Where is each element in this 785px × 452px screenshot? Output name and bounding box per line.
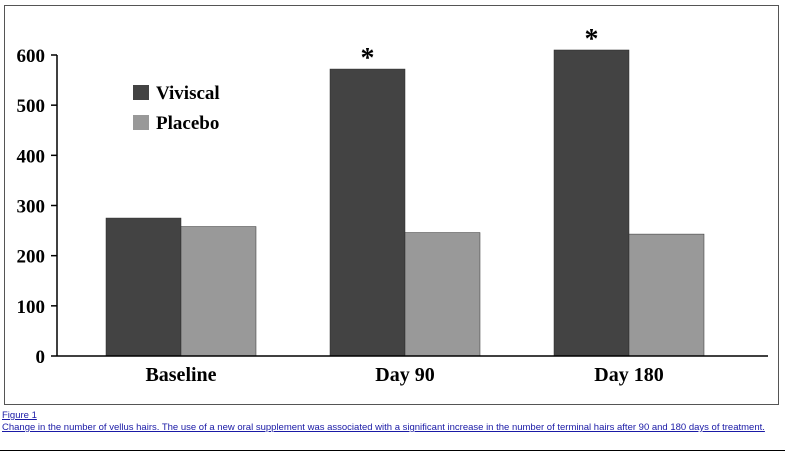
legend-label-placebo: Placebo [156,113,219,134]
y-tick-label: 600 [17,46,46,67]
y-tick-label: 300 [17,197,46,218]
bar-placebo-baseline [180,226,257,357]
x-tick-label: Baseline [145,364,216,386]
bar-placebo-day-180 [628,233,705,357]
bars [105,49,705,357]
x-tick-label: Day 90 [375,364,434,386]
y-tick-label: 400 [17,146,46,167]
bar-placebo-day-90 [404,232,481,357]
y-axis-ticks: 0 100 200 300 400 500 600 [17,46,57,368]
legend-swatch-placebo [133,115,149,130]
legend: Viviscal Placebo [133,83,220,134]
y-tick-label: 0 [36,347,46,368]
y-tick-label: 100 [17,297,46,318]
x-tick-label: Day 180 [594,364,663,386]
figure-caption[interactable]: Change in the number of vellus hairs. Th… [2,422,765,433]
legend-label-viviscal: Viviscal [156,83,220,104]
legend-swatch-viviscal [133,85,149,100]
significance-asterisk: * [585,24,599,55]
bottom-rule [0,450,785,451]
significance-asterisk: * [361,43,375,74]
bar-viviscal-day-180 [553,49,630,357]
figure-label[interactable]: Figure 1 [2,410,37,421]
annotations: ** [361,24,599,74]
y-tick-label: 500 [17,96,46,117]
y-tick-label: 200 [17,247,46,268]
bar-viviscal-day-90 [329,68,406,357]
x-axis-labels: Baseline Day 90 Day 180 [145,364,663,386]
bar-viviscal-baseline [105,217,182,357]
